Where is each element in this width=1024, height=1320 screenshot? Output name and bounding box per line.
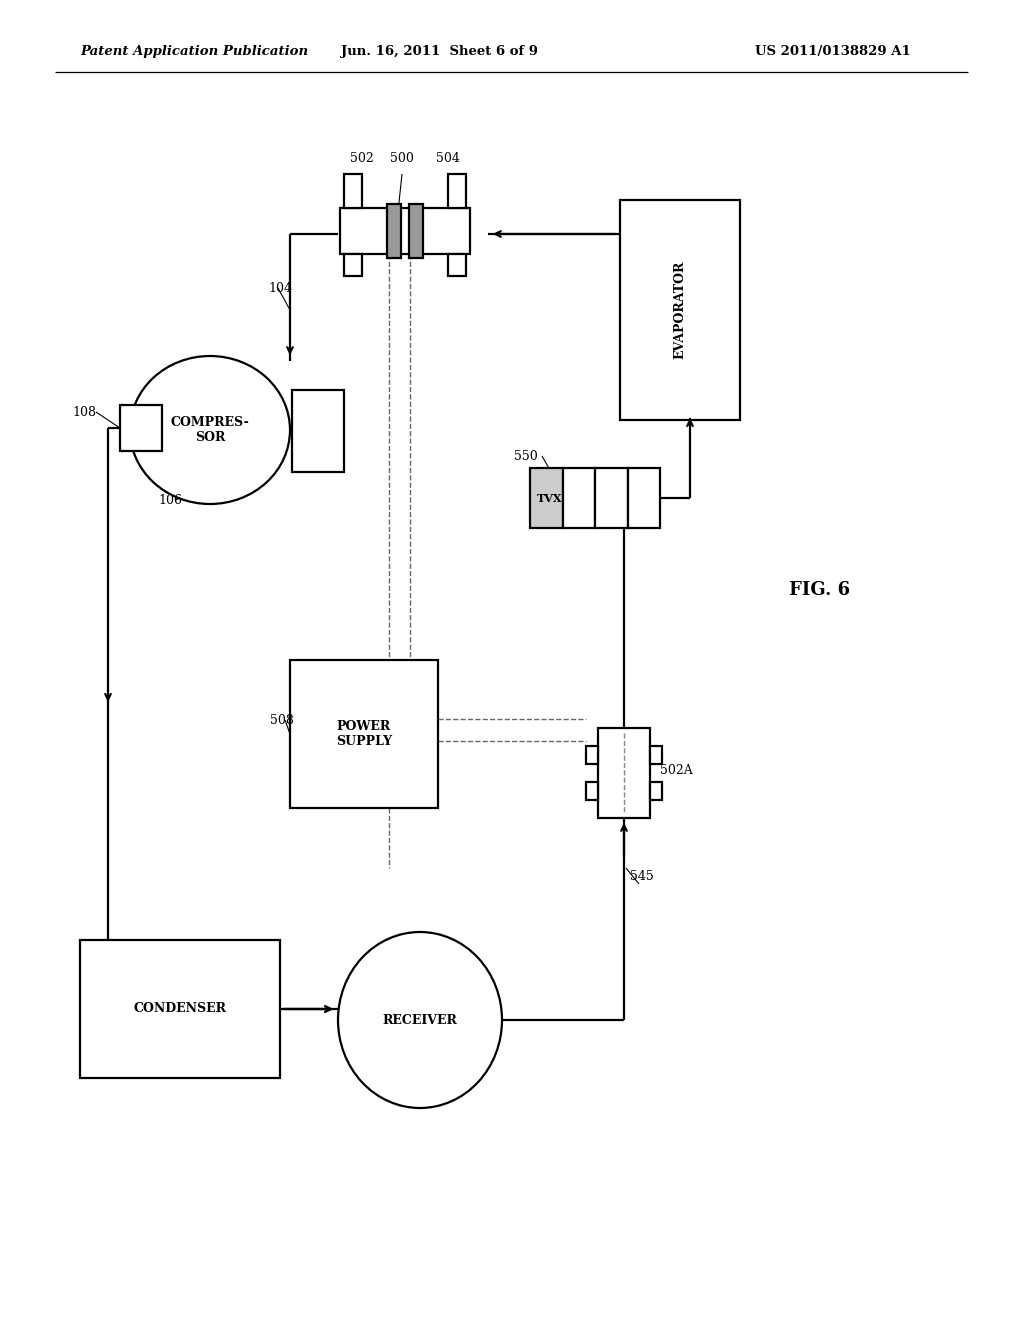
Bar <box>595 469 628 528</box>
Bar <box>387 205 401 257</box>
Text: 106: 106 <box>158 494 182 507</box>
Bar <box>650 781 662 800</box>
Bar <box>120 405 162 451</box>
Text: RECEIVER: RECEIVER <box>383 1014 458 1027</box>
Text: TVX: TVX <box>537 492 562 503</box>
Text: 550: 550 <box>514 450 538 462</box>
Text: 108: 108 <box>72 405 96 418</box>
Ellipse shape <box>338 932 502 1107</box>
Bar <box>586 781 598 800</box>
Bar <box>650 746 662 764</box>
Text: 545: 545 <box>630 870 653 883</box>
Bar <box>586 746 598 764</box>
Bar <box>344 253 362 276</box>
Text: FIG. 6: FIG. 6 <box>790 581 851 599</box>
Text: Jun. 16, 2011  Sheet 6 of 9: Jun. 16, 2011 Sheet 6 of 9 <box>341 45 539 58</box>
Bar <box>409 205 423 257</box>
Text: 504: 504 <box>436 152 460 165</box>
Text: 502: 502 <box>350 152 374 165</box>
Text: US 2011/0138829 A1: US 2011/0138829 A1 <box>755 45 910 58</box>
Ellipse shape <box>130 356 290 504</box>
Bar <box>344 174 362 209</box>
Bar <box>598 729 650 818</box>
Text: 104: 104 <box>268 281 292 294</box>
Text: Patent Application Publication: Patent Application Publication <box>80 45 308 58</box>
Text: EVAPORATOR: EVAPORATOR <box>674 261 686 359</box>
Bar <box>449 174 466 209</box>
Text: COMPRES-
SOR: COMPRES- SOR <box>171 416 250 444</box>
Bar <box>290 660 438 808</box>
Text: CONDENSER: CONDENSER <box>133 1002 226 1015</box>
Bar <box>628 469 660 528</box>
Bar <box>562 469 595 528</box>
Bar <box>80 940 280 1078</box>
Bar <box>449 253 466 276</box>
Bar <box>340 209 470 253</box>
Text: 500: 500 <box>390 152 414 165</box>
Bar <box>292 389 344 473</box>
Text: 508: 508 <box>270 714 294 726</box>
Text: 502A: 502A <box>660 763 693 776</box>
Bar <box>620 201 740 420</box>
Bar <box>530 469 562 528</box>
Text: POWER
SUPPLY: POWER SUPPLY <box>336 719 392 748</box>
